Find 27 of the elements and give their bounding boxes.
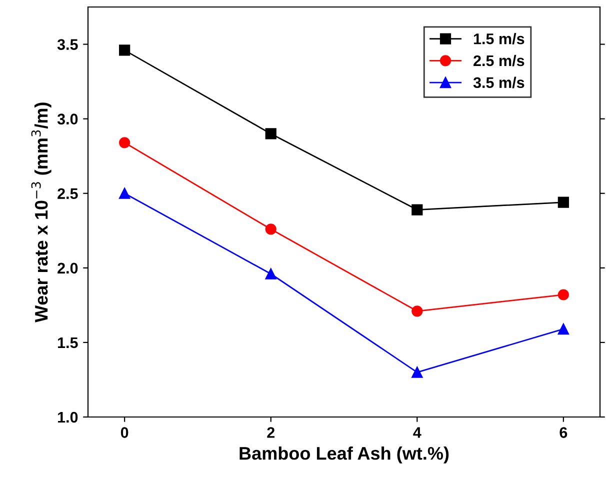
x-tick-label: 0 (120, 427, 128, 438)
point (412, 204, 423, 216)
point (265, 268, 276, 280)
x-tick-label: 2 (267, 427, 274, 438)
point (119, 137, 130, 148)
x-axis-title: Bamboo Leaf Ash (wt.%) (240, 446, 449, 464)
y-tick-label: 2.5 (58, 188, 78, 200)
y-tick-label: 1.5 (58, 337, 78, 348)
point (265, 128, 276, 140)
legend-label: 3.5 m/s (473, 76, 524, 88)
y-tick-label: 3.5 (57, 39, 78, 50)
point (558, 323, 569, 335)
point (412, 306, 423, 317)
point (119, 188, 130, 199)
point (558, 196, 569, 208)
y-tick-label: 1.0 (58, 412, 78, 423)
point (265, 224, 276, 235)
point (558, 289, 569, 300)
y-axis-title: Wear rate x 10$^{−3}$ (mm$^{3}$/m) (31, 102, 52, 322)
legend-label: 2.5 m/s (474, 54, 524, 66)
x-tick-label: 4 (413, 427, 422, 438)
point (119, 44, 130, 56)
y-tick-label: 2.0 (58, 262, 78, 274)
point (412, 366, 423, 378)
x-tick-label: 6 (560, 427, 568, 438)
legend-label: 1.5 m/s (474, 33, 524, 44)
y-tick-label: 3.0 (57, 114, 78, 125)
